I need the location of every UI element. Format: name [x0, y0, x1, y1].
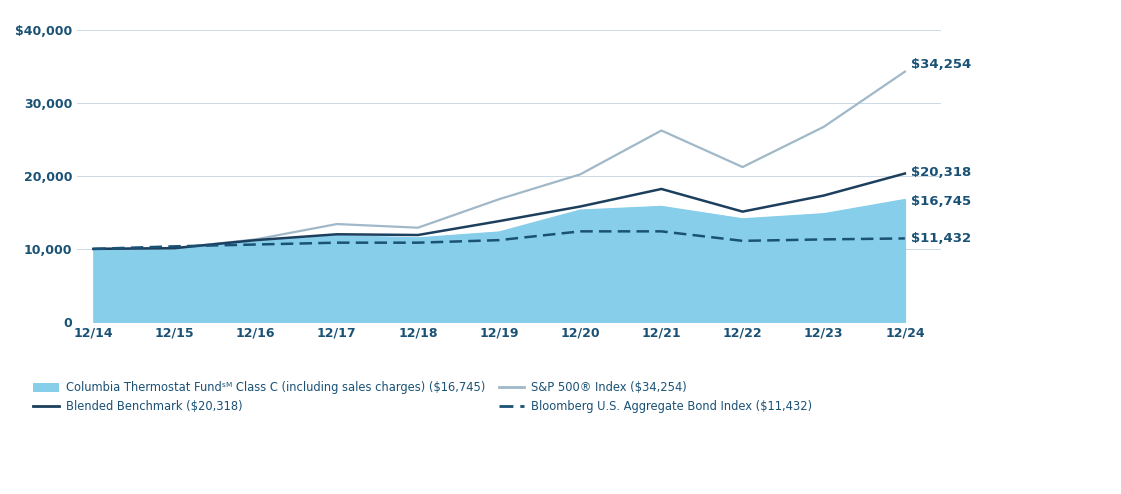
- Legend: Columbia Thermostat Fundˢᴹ Class C (including sales charges) ($16,745), Blended : Columbia Thermostat Fundˢᴹ Class C (incl…: [29, 377, 817, 418]
- Text: $34,254: $34,254: [911, 58, 972, 71]
- Text: $16,745: $16,745: [911, 195, 972, 207]
- Text: $20,318: $20,318: [911, 165, 972, 178]
- Text: $11,432: $11,432: [911, 232, 972, 245]
